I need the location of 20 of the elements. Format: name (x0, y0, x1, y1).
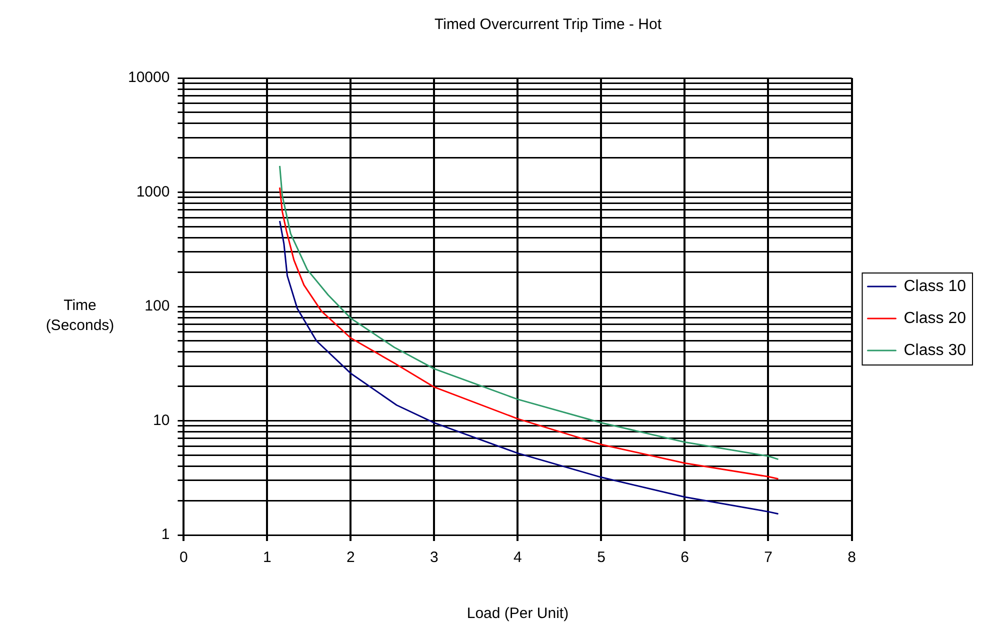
legend-label: Class 30 (904, 342, 966, 359)
x-tick-label: 3 (430, 549, 438, 566)
legend-label: Class 20 (904, 310, 966, 327)
x-tick-label: 4 (514, 549, 522, 566)
x-tick-label: 1 (263, 549, 272, 566)
legend-label: Class 10 (904, 278, 966, 295)
y-tick-label: 100 (144, 298, 170, 315)
y-tick-label: 1000 (136, 183, 170, 200)
x-tick-label: 0 (180, 549, 188, 566)
x-tick-label: 6 (680, 549, 689, 566)
x-tick-label: 2 (346, 549, 355, 566)
y-tick-label: 1 (161, 526, 170, 544)
y-tick-label: 10 (153, 412, 170, 429)
y-axis-title: Time (Seconds) (44, 296, 116, 336)
x-tick-label: 8 (848, 549, 856, 566)
chart-title: Timed Overcurrent Trip Time - Hot (434, 16, 662, 34)
x-tick-label: 7 (764, 549, 772, 566)
x-axis-title: Load (Per Unit) (466, 605, 569, 622)
x-tick-label: 5 (597, 549, 606, 566)
y-tick-label: 10000 (128, 69, 170, 86)
